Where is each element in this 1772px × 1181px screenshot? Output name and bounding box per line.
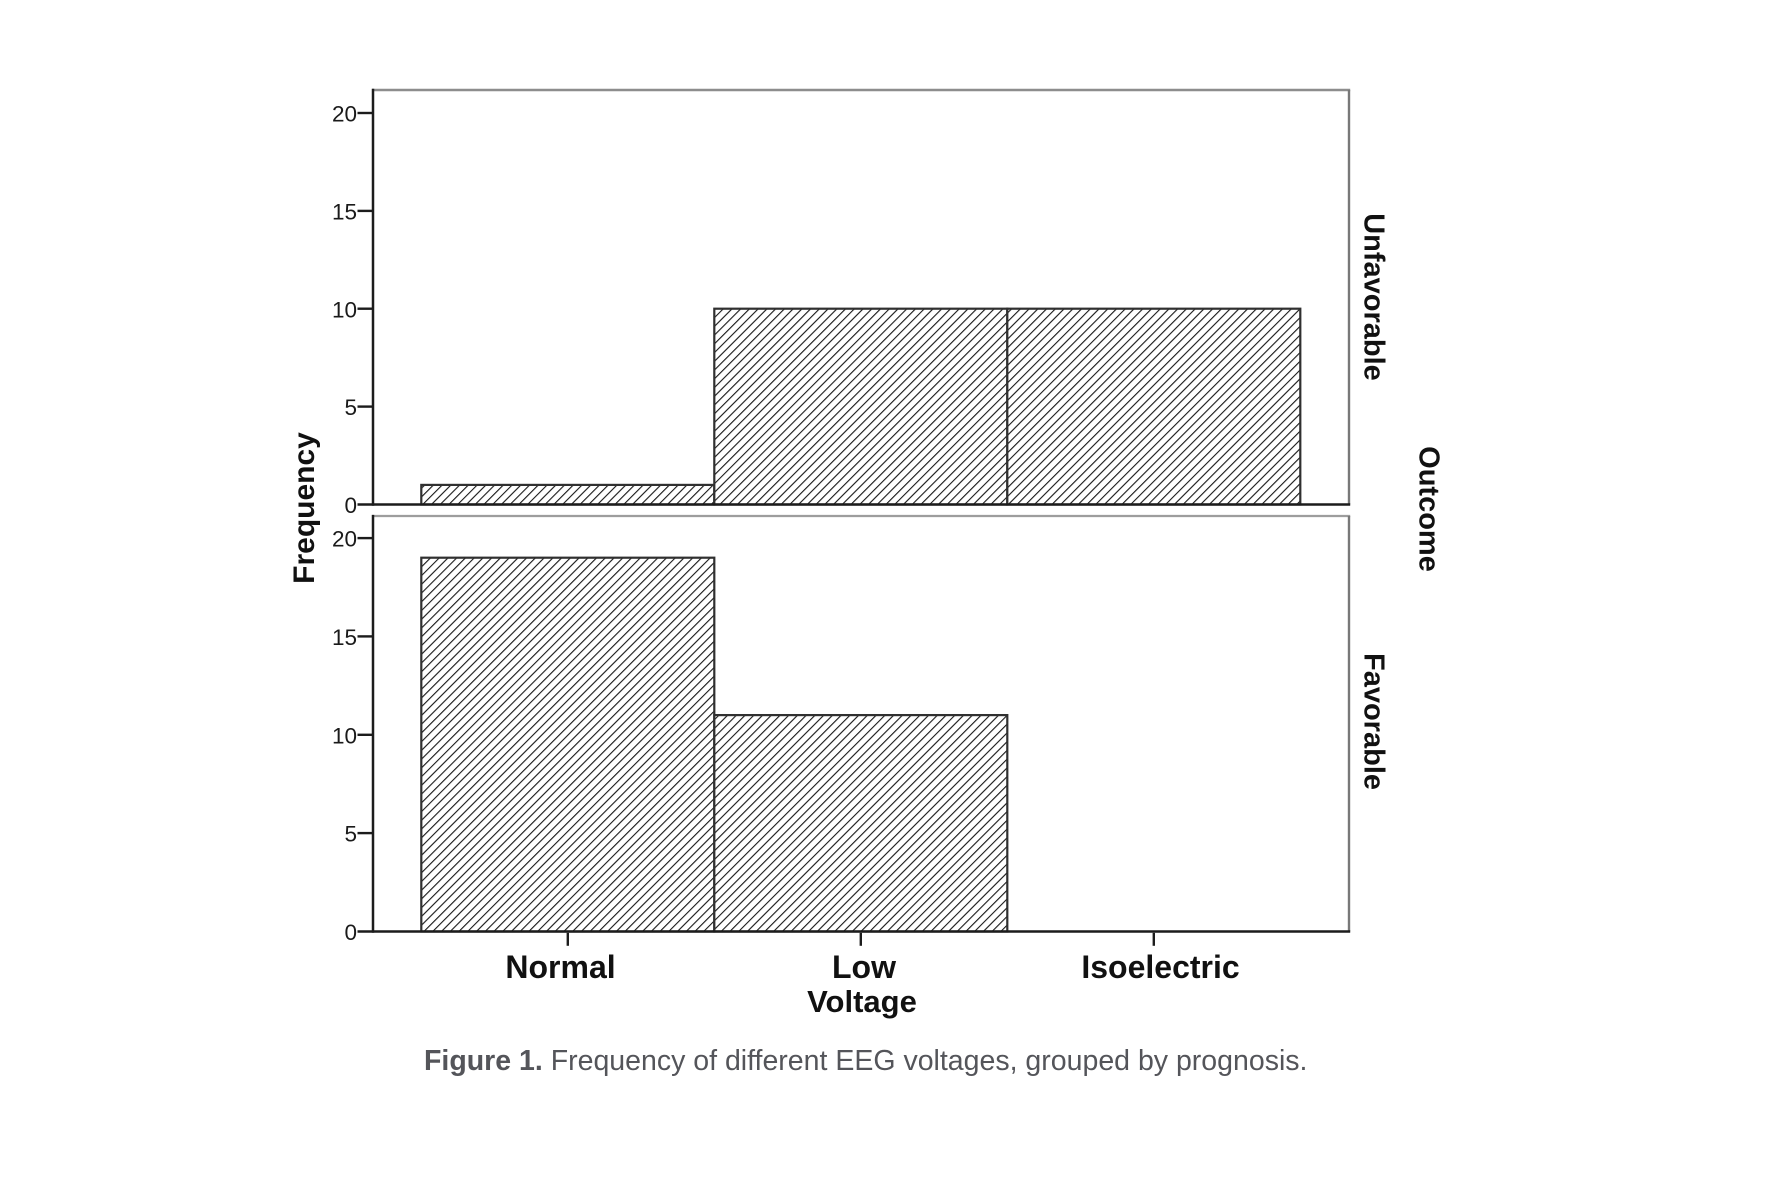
svg-text:Unfavorable: Unfavorable (1358, 213, 1390, 381)
svg-text:Low: Low (832, 949, 896, 985)
svg-text:5: 5 (344, 822, 357, 847)
svg-text:20: 20 (332, 527, 357, 552)
svg-text:20: 20 (332, 102, 357, 127)
svg-text:10: 10 (332, 723, 357, 748)
svg-text:Normal: Normal (505, 949, 615, 985)
svg-text:0: 0 (344, 920, 357, 945)
svg-text:Frequency: Frequency (288, 432, 321, 584)
svg-text:Outcome: Outcome (1413, 446, 1445, 572)
svg-text:Voltage: Voltage (807, 984, 917, 1019)
svg-text:15: 15 (332, 625, 357, 650)
svg-text:Isoelectric: Isoelectric (1081, 949, 1239, 985)
svg-text:Favorable: Favorable (1358, 653, 1390, 790)
svg-text:Figure 1. Frequency of differe: Figure 1. Frequency of different EEG vol… (424, 1045, 1307, 1077)
svg-text:10: 10 (332, 297, 357, 322)
svg-text:15: 15 (332, 200, 357, 225)
svg-text:0: 0 (344, 493, 357, 518)
svg-text:5: 5 (344, 395, 357, 420)
